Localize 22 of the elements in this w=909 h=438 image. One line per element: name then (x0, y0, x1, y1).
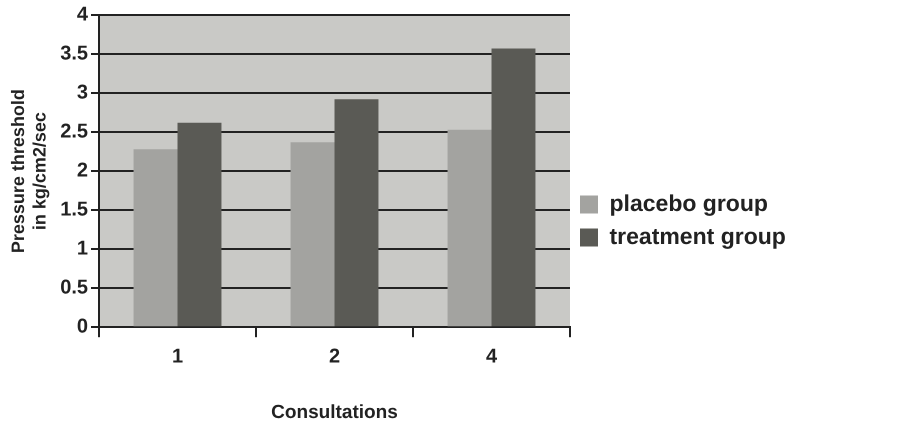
y-tick-label: 2 (76, 160, 88, 182)
x-tick-label: 4 (486, 346, 498, 368)
y-tick-label: 1.5 (60, 198, 88, 221)
bar (334, 99, 378, 326)
y-tick-label: 2.5 (60, 120, 88, 143)
bar (134, 149, 178, 326)
x-tick-label: 1 (172, 346, 184, 368)
y-axis-title: Pressure threshold in kg/cm2/sec (8, 89, 50, 254)
bar (178, 122, 222, 326)
x-axis-title: Consultations (271, 402, 398, 423)
y-tick-label: 4 (76, 4, 89, 26)
y-tick-label: 1 (76, 238, 88, 260)
y-tick-label: 3 (76, 82, 88, 104)
x-tick-label: 2 (328, 346, 340, 368)
bar (448, 130, 492, 326)
y-tick-label: 0.5 (60, 276, 88, 299)
y-tick-label: 0 (76, 316, 88, 338)
bar (290, 142, 334, 326)
bar (492, 48, 536, 326)
legend-label: treatment group (610, 222, 786, 249)
y-tick-label: 3.5 (60, 42, 88, 65)
legend-label: placebo group (610, 190, 768, 216)
